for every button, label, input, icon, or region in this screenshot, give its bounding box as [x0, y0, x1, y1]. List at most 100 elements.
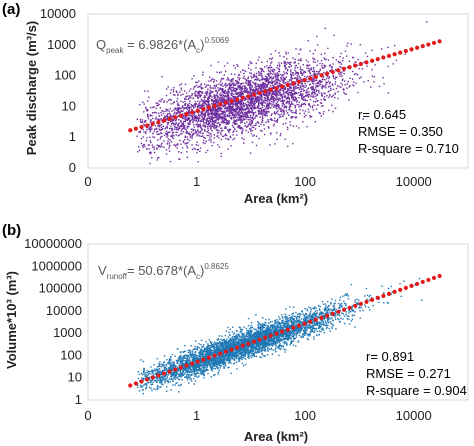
data-point — [222, 135, 225, 138]
data-point — [299, 105, 302, 107]
data-point — [285, 98, 288, 100]
data-point — [287, 95, 289, 97]
data-point — [181, 123, 183, 125]
data-point — [290, 61, 292, 64]
data-point — [212, 90, 214, 93]
data-point — [310, 80, 312, 82]
data-point — [241, 107, 243, 109]
data-point — [257, 78, 259, 80]
data-point — [240, 355, 243, 358]
data-point — [177, 94, 179, 96]
data-point — [330, 89, 332, 92]
data-point — [334, 93, 336, 95]
data-point — [273, 112, 276, 115]
data-point — [257, 101, 260, 104]
data-point — [221, 119, 224, 121]
data-point — [264, 110, 266, 113]
data-point — [225, 117, 227, 120]
data-point — [239, 92, 241, 94]
data-point — [392, 63, 394, 65]
data-point — [223, 65, 226, 67]
data-point — [213, 134, 215, 136]
data-point — [260, 107, 262, 110]
data-point — [182, 105, 184, 107]
data-point — [215, 115, 217, 118]
data-point — [315, 95, 317, 97]
data-point — [249, 72, 251, 74]
fit-point — [370, 58, 375, 63]
data-point — [266, 100, 268, 102]
data-point — [269, 85, 272, 87]
data-point — [270, 62, 272, 64]
data-point — [171, 115, 173, 117]
data-point — [231, 341, 234, 343]
data-point — [207, 369, 209, 371]
data-point — [346, 83, 348, 85]
fit-point — [364, 60, 369, 65]
data-point — [237, 344, 239, 347]
data-point — [199, 125, 202, 127]
data-point — [251, 100, 253, 103]
data-point — [316, 94, 319, 96]
data-point — [273, 86, 276, 88]
data-point — [227, 148, 229, 150]
data-point — [211, 144, 214, 147]
data-point — [239, 106, 242, 109]
data-point — [276, 67, 278, 69]
data-point — [295, 64, 298, 67]
data-point — [192, 132, 195, 135]
fit-point — [409, 47, 414, 52]
data-point — [274, 94, 276, 96]
data-point — [178, 111, 180, 113]
data-point — [213, 97, 216, 100]
data-point — [171, 379, 174, 381]
data-point — [297, 91, 300, 94]
data-point — [276, 101, 279, 103]
data-point — [203, 136, 205, 139]
data-point — [212, 87, 215, 89]
data-point — [272, 124, 275, 127]
data-point — [387, 92, 390, 94]
data-point — [311, 91, 314, 93]
data-point — [291, 97, 293, 99]
data-point — [290, 76, 292, 79]
data-point — [153, 368, 156, 370]
data-point — [310, 310, 312, 313]
data-point — [179, 158, 181, 160]
data-point — [243, 75, 245, 77]
data-point — [284, 64, 286, 67]
data-point — [232, 82, 235, 85]
data-point — [230, 108, 233, 110]
data-point — [217, 112, 219, 115]
data-point — [242, 85, 244, 87]
data-point — [283, 113, 286, 116]
data-point — [206, 111, 208, 113]
data-point — [253, 354, 255, 356]
data-point — [223, 98, 226, 100]
data-point — [234, 353, 237, 356]
data-point — [256, 98, 258, 100]
data-point — [210, 126, 212, 129]
data-point — [232, 95, 234, 97]
data-point — [309, 68, 311, 70]
data-point — [231, 106, 234, 109]
data-point — [315, 307, 317, 309]
data-point — [338, 85, 340, 88]
data-point — [247, 111, 249, 113]
data-point — [222, 95, 225, 97]
data-point — [282, 102, 285, 105]
data-point — [149, 140, 152, 142]
data-point — [299, 59, 301, 61]
data-point — [235, 105, 237, 107]
data-point — [186, 108, 188, 111]
data-point — [291, 95, 294, 97]
data-point — [312, 74, 314, 76]
data-point — [156, 144, 158, 146]
data-point — [178, 112, 180, 114]
data-point — [266, 77, 269, 80]
data-point — [225, 86, 227, 88]
data-point — [266, 92, 268, 94]
data-point — [232, 106, 234, 108]
data-point — [203, 113, 205, 115]
data-point — [292, 93, 295, 95]
